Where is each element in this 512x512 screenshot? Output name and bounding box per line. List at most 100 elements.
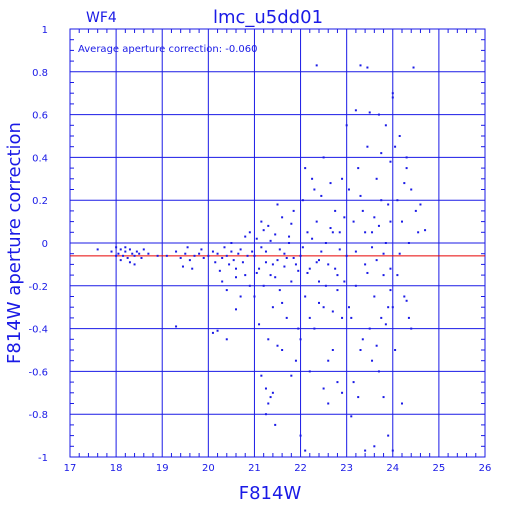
data-point <box>248 284 251 287</box>
y-tick-label: -0.2 <box>28 282 48 293</box>
data-point <box>297 269 300 272</box>
data-point <box>165 254 168 257</box>
data-point <box>308 267 311 270</box>
data-point <box>414 209 417 212</box>
data-point <box>278 248 281 251</box>
data-point <box>306 271 309 274</box>
data-point <box>292 256 295 259</box>
data-point <box>318 259 320 262</box>
data-point <box>373 445 376 448</box>
data-point <box>357 167 360 170</box>
data-point <box>235 276 237 279</box>
data-point <box>382 274 385 277</box>
data-point <box>288 235 291 238</box>
data-point <box>334 209 337 212</box>
data-point <box>308 370 311 373</box>
data-point <box>267 338 270 341</box>
data-point <box>237 252 240 255</box>
data-point <box>380 152 383 155</box>
data-point <box>258 323 261 326</box>
data-point <box>299 254 302 257</box>
data-point <box>407 316 410 319</box>
data-point <box>419 203 422 206</box>
data-point <box>375 259 378 262</box>
data-point <box>308 316 311 319</box>
data-point <box>313 327 316 330</box>
data-point <box>359 349 362 351</box>
data-point <box>281 216 284 219</box>
data-point <box>389 289 392 292</box>
data-point <box>269 396 272 399</box>
data-point <box>294 359 297 362</box>
data-point <box>304 449 307 452</box>
data-point <box>398 135 401 137</box>
data-point <box>387 203 390 206</box>
x-tick-label: 24 <box>386 463 399 474</box>
data-point <box>135 250 138 253</box>
data-point <box>320 250 323 253</box>
data-point <box>331 349 334 351</box>
data-point <box>315 261 318 264</box>
data-point <box>384 242 387 244</box>
data-point <box>318 280 320 283</box>
data-point <box>274 276 277 279</box>
data-point <box>117 252 120 255</box>
data-point <box>274 423 277 426</box>
y-tick-label: -0.8 <box>28 410 48 421</box>
data-point <box>110 250 113 253</box>
data-point <box>364 231 367 234</box>
data-point <box>281 301 284 304</box>
data-point <box>377 113 380 116</box>
data-point <box>364 449 367 452</box>
data-point <box>218 269 221 272</box>
data-point <box>382 252 385 255</box>
data-point <box>313 188 316 191</box>
data-point <box>147 252 150 255</box>
data-point <box>394 145 397 148</box>
data-point <box>311 177 314 180</box>
data-point <box>336 381 339 384</box>
data-point <box>140 256 143 259</box>
data-point <box>283 265 286 268</box>
data-point <box>357 396 360 399</box>
data-point <box>235 308 237 311</box>
data-point <box>410 327 413 330</box>
data-point <box>285 316 288 319</box>
data-point <box>401 402 403 405</box>
data-point <box>264 250 267 253</box>
data-point <box>228 263 231 266</box>
data-point <box>352 220 355 223</box>
data-point <box>221 256 224 259</box>
data-point <box>350 316 353 319</box>
data-point <box>278 289 281 292</box>
data-point <box>276 203 279 206</box>
data-point <box>327 263 330 266</box>
data-point <box>251 250 254 253</box>
data-point <box>202 256 205 259</box>
data-point <box>239 248 242 251</box>
data-point <box>334 267 337 270</box>
data-point <box>322 306 325 309</box>
data-point <box>371 359 374 362</box>
data-point <box>138 252 141 255</box>
x-tick-label: 18 <box>110 463 123 474</box>
data-point <box>389 267 392 270</box>
data-point <box>377 370 380 373</box>
data-point <box>239 295 242 298</box>
data-point <box>407 242 410 244</box>
data-point <box>322 156 325 159</box>
data-point <box>262 229 265 232</box>
data-point <box>391 92 394 95</box>
data-point <box>230 242 233 244</box>
data-point <box>269 274 272 277</box>
data-point <box>126 256 129 259</box>
data-point <box>301 246 304 249</box>
data-point <box>396 199 399 202</box>
data-point <box>207 254 210 257</box>
x-tick-label: 17 <box>64 463 77 474</box>
data-point <box>387 434 390 437</box>
data-point <box>380 316 383 319</box>
data-point <box>271 263 274 266</box>
data-point <box>193 254 196 257</box>
data-point <box>179 256 182 259</box>
